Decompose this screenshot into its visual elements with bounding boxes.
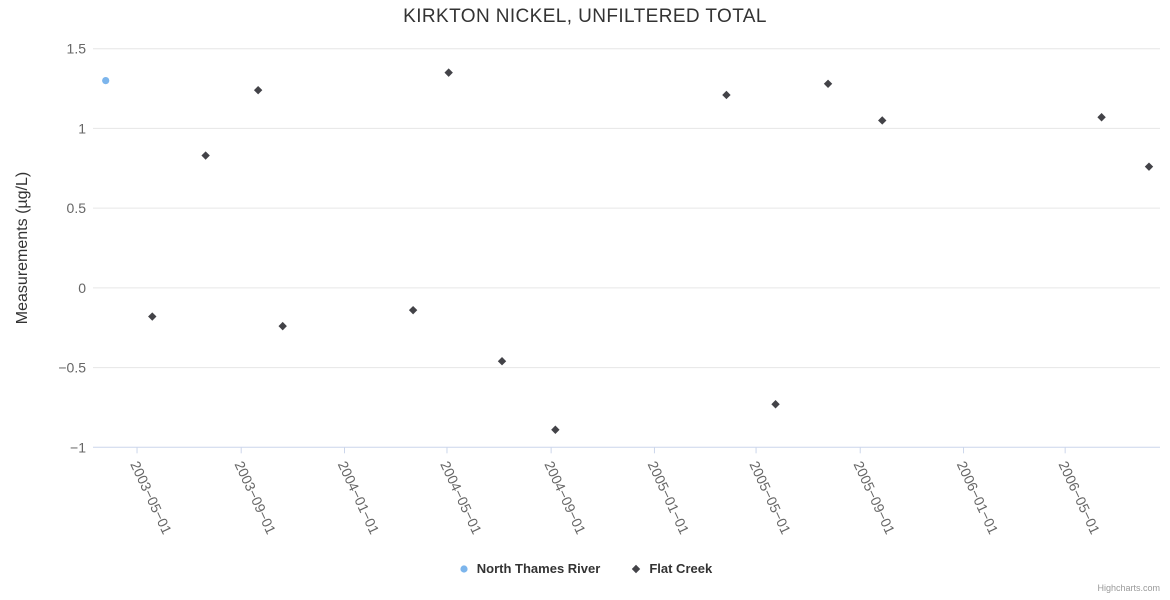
x-axis-label: 2003−09−01 — [231, 459, 279, 537]
data-point[interactable] — [771, 400, 780, 409]
x-axis-label: 2006−01−01 — [954, 459, 1002, 537]
data-point[interactable] — [201, 151, 210, 160]
label-layer: 2003−05−01 2003−09−01 2004−01−01 2004−05−01… — [58, 41, 1103, 537]
x-axis-label: 2004−01−01 — [335, 459, 383, 537]
y-axis-label: −0.5 — [58, 360, 86, 376]
x-axis-label: 2003−05−01 — [127, 459, 175, 537]
legend: North Thames River Flat Creek — [0, 561, 1170, 576]
legend-item-north-thames-river[interactable]: North Thames River — [458, 561, 601, 576]
x-axis-label: 2004−09−01 — [541, 459, 589, 537]
circle-marker-icon — [460, 564, 468, 573]
data-point[interactable] — [253, 85, 263, 95]
series-flat-creek — [148, 68, 1154, 434]
series-north-thames-river — [102, 76, 110, 85]
data-point[interactable] — [1144, 162, 1154, 171]
x-axis-label: 2005−09−01 — [850, 459, 898, 537]
data-point[interactable] — [823, 79, 833, 88]
data-point[interactable] — [551, 425, 560, 434]
y-axis-label: 0 — [78, 280, 86, 296]
y-axis-label: 0.5 — [67, 200, 87, 216]
y-axis-title: Measurements (µg/L) — [14, 172, 31, 324]
data-point[interactable] — [722, 90, 731, 100]
data-point[interactable] — [408, 305, 418, 315]
data-point[interactable] — [444, 68, 453, 77]
data-point[interactable] — [1097, 113, 1106, 122]
x-axis-label: 2005−01−01 — [645, 459, 693, 537]
y-axis-label: 1.5 — [67, 41, 87, 57]
legend-item-label: North Thames River — [476, 561, 601, 576]
legend-item-label: Flat Creek — [649, 561, 713, 576]
x-axis-label: 2004−05−01 — [437, 459, 485, 537]
diamond-marker-icon — [632, 564, 641, 573]
data-point[interactable] — [148, 312, 157, 321]
data-point[interactable] — [278, 321, 287, 331]
x-axis-label: 2005−05−01 — [746, 459, 794, 537]
series-layer — [102, 68, 1154, 434]
data-point[interactable] — [102, 76, 110, 85]
data-point[interactable] — [497, 357, 507, 366]
data-point[interactable] — [878, 116, 887, 125]
credits-label[interactable]: Highcharts.com — [1097, 583, 1160, 593]
chart-title: KIRKTON NICKEL, UNFILTERED TOTAL — [403, 6, 767, 27]
y-axis-label: −1 — [70, 439, 86, 455]
grid-layer — [93, 48, 1160, 369]
x-axis-label: 2006−05−01 — [1055, 459, 1103, 537]
axis-layer — [93, 446, 1160, 454]
legend-item-flat-creek[interactable]: Flat Creek — [630, 561, 712, 576]
y-axis-label: 1 — [78, 120, 86, 136]
